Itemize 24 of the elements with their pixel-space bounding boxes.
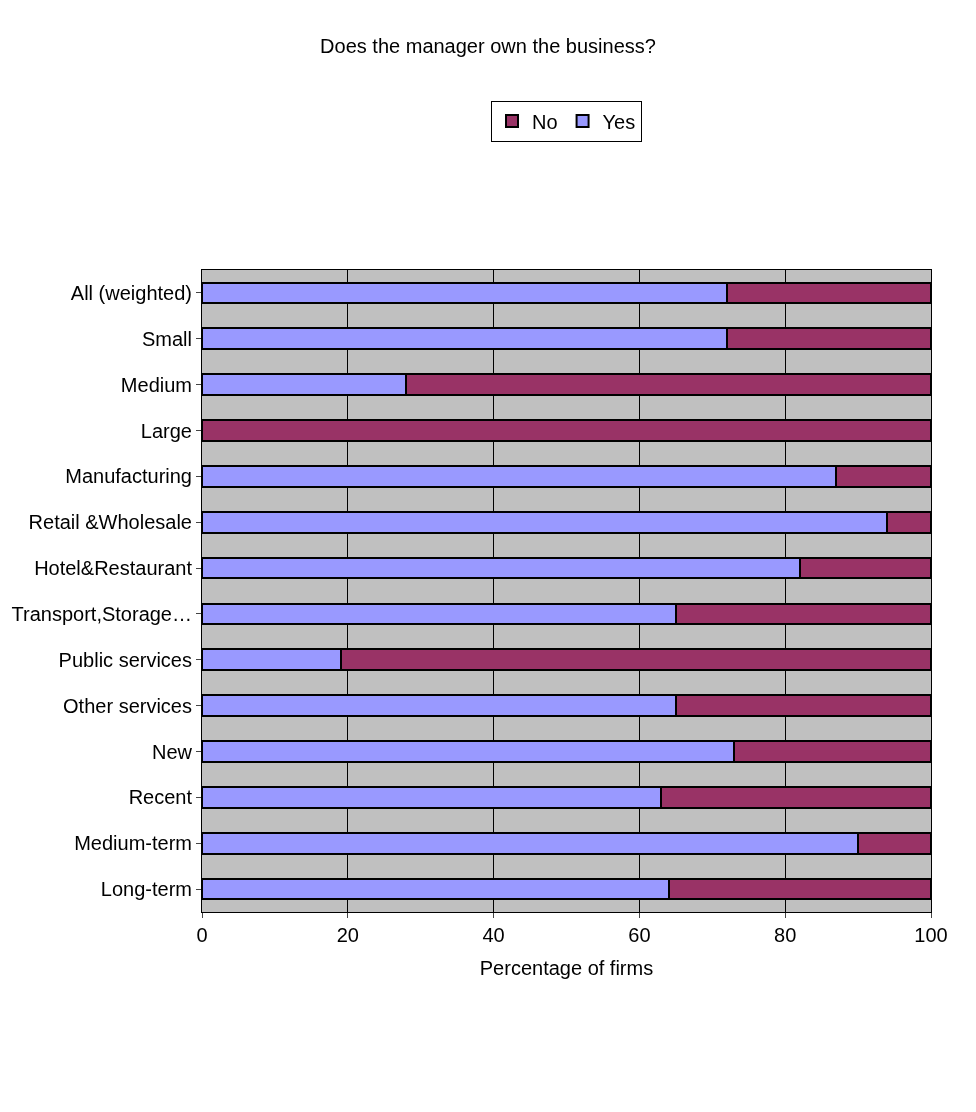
x-tick-label: 80 (774, 924, 797, 946)
y-tick-label: New (151, 740, 193, 763)
y-tick-label: Retail &Wholesale (28, 511, 192, 534)
x-tick-label: 100 (914, 924, 948, 946)
x-tick-label: 60 (628, 924, 651, 946)
y-tick-label: All (weighted) (70, 281, 192, 304)
chart-title: Does the manager own the business? (320, 34, 656, 57)
y-tick-label: Medium-term (74, 832, 192, 855)
x-tick-label: 0 (196, 924, 208, 946)
y-tick-label: Recent (128, 786, 193, 809)
y-tick-label: Other services (63, 694, 192, 717)
legend-label: No (532, 110, 558, 133)
x-tick-label: 40 (482, 924, 505, 946)
y-tick-label: Hotel&Restaurant (34, 557, 193, 580)
y-tick-label: Public services (58, 648, 192, 671)
y-tick-label: Large (140, 419, 192, 442)
legend-label: Yes (602, 110, 636, 133)
y-tick-label: Manufacturing (65, 465, 192, 488)
x-axis-title: Percentage of firms (479, 956, 654, 979)
y-tick-label: Small (141, 327, 192, 350)
y-tick-label: Transport,Storage… (11, 602, 192, 625)
x-tick-label: 20 (336, 924, 359, 946)
y-tick-label: Long-term (100, 878, 192, 901)
y-tick-label: Medium (120, 373, 192, 396)
